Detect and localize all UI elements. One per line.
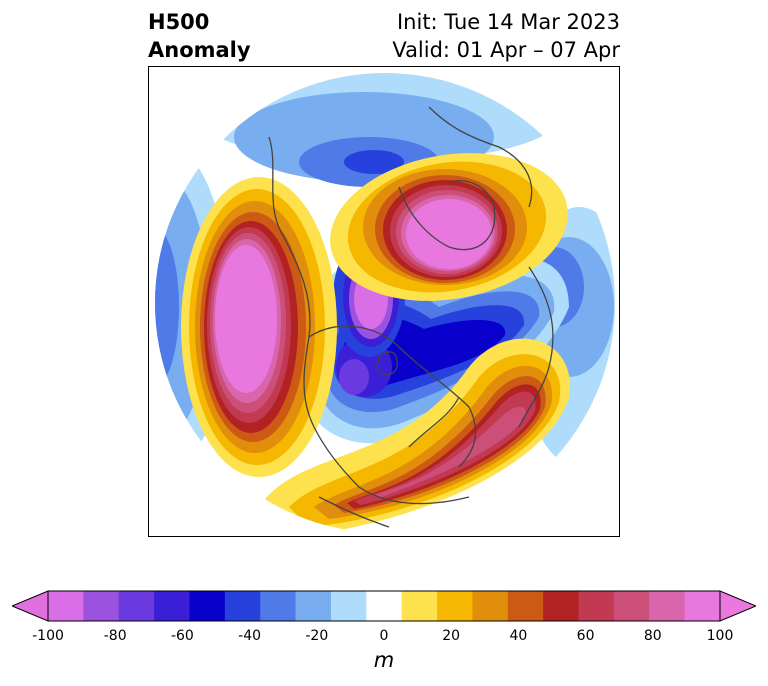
colorbar-segment — [578, 591, 615, 621]
colorbar-tick-label: 100 — [706, 628, 734, 644]
colorbar-segment — [118, 591, 155, 621]
colorbar-tick-label: -60 — [170, 628, 194, 644]
colorbar-tick-label: -80 — [103, 628, 127, 644]
colorbar-tick-label: -100 — [32, 628, 64, 644]
colorbar-segment — [330, 591, 367, 621]
central-canada-trough — [303, 237, 569, 444]
valid-range: Valid: 01 Apr – 07 Apr — [392, 38, 620, 62]
colorbar-unit: m — [373, 648, 395, 672]
colorbar-segment — [437, 591, 473, 621]
colorbar-segment — [189, 591, 226, 621]
colorbar-under-arrow — [12, 590, 49, 622]
map-dates: Init: Tue 14 Mar 2023 Valid: 01 Apr – 07… — [392, 8, 620, 64]
field-name: H500 — [148, 10, 210, 34]
colorbar-tick-label: 60 — [576, 628, 595, 644]
anomaly-map — [155, 73, 615, 533]
colorbar-segment — [224, 591, 261, 621]
colorbar-tick-label: -40 — [238, 628, 262, 644]
colorbar-segment — [366, 591, 403, 621]
colorbar-segment — [401, 591, 438, 621]
colorbar-segment — [613, 591, 650, 621]
colorbar-segment — [472, 591, 509, 621]
colorbar-segment — [83, 591, 120, 621]
colorbar-segment — [260, 591, 297, 621]
colorbar-segment — [295, 591, 332, 621]
map-title: H500 Anomaly — [148, 8, 251, 64]
colorbar-outline — [47, 590, 721, 622]
colorbar-tick-label: -20 — [305, 628, 329, 644]
field-type: Anomaly — [148, 38, 251, 62]
colorbar-segment — [684, 591, 721, 621]
colorbar-segment — [507, 591, 544, 621]
atlantic-ridge — [259, 338, 570, 533]
greenland-ridge — [330, 153, 568, 301]
colorbar-tick-label: 20 — [442, 628, 461, 644]
map-panel — [148, 66, 620, 537]
init-date: Init: Tue 14 Mar 2023 — [396, 10, 620, 34]
coastlines — [268, 106, 554, 528]
colorbar-tick-label: 0 — [379, 628, 389, 644]
colorbar-over-arrow — [719, 590, 756, 622]
colorbar-segment — [48, 591, 84, 621]
colorbar-tick-label: 40 — [509, 628, 528, 644]
west-coast-ridge — [181, 177, 337, 477]
colorbar-tick-label: 80 — [643, 628, 662, 644]
colorbar-segment — [543, 591, 580, 621]
colorbar-segment — [154, 591, 190, 621]
colorbar — [12, 590, 756, 622]
colorbar-segment — [649, 591, 686, 621]
